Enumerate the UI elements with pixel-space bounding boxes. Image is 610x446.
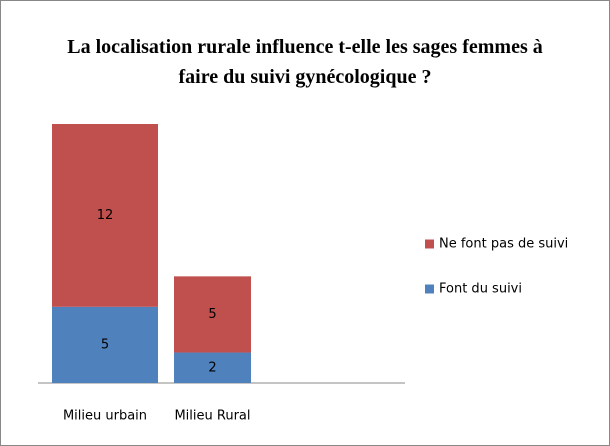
x-tick-label: Milieu Rural xyxy=(174,409,250,424)
data-label: 2 xyxy=(208,360,216,375)
bar-segment xyxy=(52,306,158,383)
legend-swatch xyxy=(425,284,434,294)
legend-label: Font du suivi xyxy=(439,282,522,297)
legend-swatch xyxy=(425,239,434,249)
data-label: 5 xyxy=(101,337,109,352)
data-label: 12 xyxy=(97,208,114,223)
bar-segment xyxy=(174,276,251,353)
bar-segment xyxy=(174,352,251,383)
chart-title: La localisation rurale influence t-elle … xyxy=(67,36,543,88)
legend-label: Ne font pas de suivi xyxy=(439,237,568,252)
bar-segment xyxy=(52,124,158,307)
x-tick-label: Milieu urbain xyxy=(63,409,147,424)
data-label: 5 xyxy=(208,307,216,322)
